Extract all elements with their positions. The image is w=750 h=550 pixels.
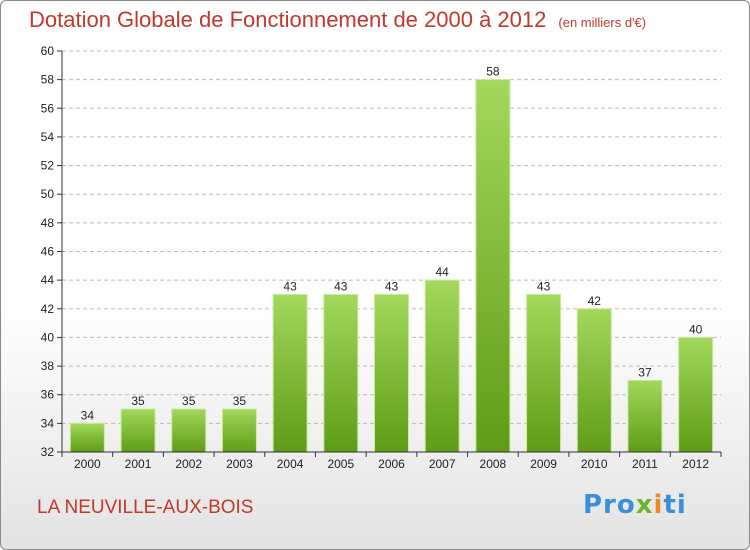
data-label: 44 <box>436 265 450 279</box>
y-tick-label: 36 <box>41 388 55 402</box>
bar <box>221 408 257 453</box>
bar <box>526 293 562 453</box>
x-tick-label: 2008 <box>480 457 507 471</box>
bar <box>678 336 714 453</box>
bar <box>627 379 663 453</box>
data-label: 35 <box>182 394 196 408</box>
y-tick-label: 54 <box>41 130 55 144</box>
y-tick-label: 44 <box>41 273 55 287</box>
data-label: 35 <box>233 394 247 408</box>
y-tick-label: 46 <box>41 245 55 259</box>
logo-part: ti <box>663 490 687 520</box>
x-tick-label: 2011 <box>632 457 658 471</box>
y-tick-label: 56 <box>41 101 55 115</box>
data-label: 43 <box>537 279 551 293</box>
x-tick-label: 2001 <box>125 457 152 471</box>
y-tick-label: 40 <box>41 330 55 344</box>
y-tick-label: 42 <box>41 302 55 316</box>
bar <box>424 279 460 453</box>
data-label: 34 <box>81 408 95 422</box>
logo-part: Pro <box>583 490 636 520</box>
data-label: 42 <box>588 294 602 308</box>
bars: 34 35 35 35 43 43 43 44 58 43 42 37 40 <box>69 65 714 453</box>
bar <box>272 293 308 453</box>
x-tick-label: 2004 <box>277 457 304 471</box>
axes: 32 34 36 38 40 42 44 46 48 50 52 54 56 58 60 2000 2001 20… <box>41 44 722 471</box>
x-tick-label: 2003 <box>226 457 253 471</box>
bar <box>323 293 359 453</box>
y-tick-label: 48 <box>41 216 55 230</box>
chart-title-text: Dotation Globale de Fonctionnement de 20… <box>29 7 547 32</box>
x-tick-label: 2006 <box>378 457 405 471</box>
data-label: 58 <box>486 65 500 79</box>
y-tick-label: 58 <box>41 73 55 87</box>
bar <box>171 408 207 453</box>
data-label: 40 <box>689 322 703 336</box>
bar <box>120 408 156 453</box>
chart-title: Dotation Globale de Fonctionnement de 20… <box>29 7 646 33</box>
data-label: 43 <box>334 279 348 293</box>
x-tick-label: 2002 <box>175 457 202 471</box>
bar <box>576 308 612 453</box>
y-tick-label: 50 <box>41 187 55 201</box>
y-tick-label: 32 <box>41 445 55 459</box>
x-tick-label: 2005 <box>327 457 354 471</box>
logo-part: i <box>653 490 664 520</box>
x-tick-label: 2010 <box>581 457 608 471</box>
data-label: 43 <box>283 279 297 293</box>
data-label: 35 <box>131 394 145 408</box>
x-tick-label: 2007 <box>429 457 456 471</box>
x-tick-label: 2000 <box>74 457 101 471</box>
commune-name: LA NEUVILLE-AUX-BOIS <box>37 497 254 518</box>
y-tick-label: 60 <box>41 44 55 58</box>
x-tick-label: 2012 <box>682 457 709 471</box>
data-label: 37 <box>638 365 652 379</box>
chart-subtitle: (en milliers d'€) <box>558 15 647 30</box>
data-label: 43 <box>385 279 399 293</box>
y-tick-label: 52 <box>41 159 55 173</box>
x-tick-label: 2009 <box>530 457 557 471</box>
bar <box>374 293 409 453</box>
proxiti-logo: Proxiti <box>583 490 687 520</box>
bar <box>69 422 105 453</box>
y-tick-label: 34 <box>41 416 55 430</box>
logo-part: x <box>635 490 654 520</box>
y-tick-label: 38 <box>41 359 55 373</box>
bar <box>475 79 511 453</box>
